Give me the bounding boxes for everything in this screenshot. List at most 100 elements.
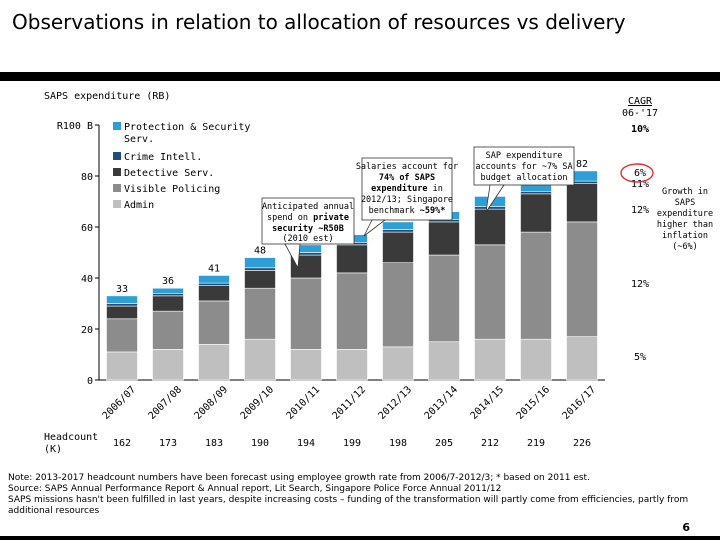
bar-segment [336,244,368,274]
bar-segment [566,183,598,223]
bar-segment [106,351,138,381]
bar-total-label: 48 [254,246,266,257]
legend-swatch [113,122,121,130]
bar-segment [474,208,506,246]
bar-segment [290,349,322,381]
bar-segment [244,257,276,269]
bar-segment [566,336,598,381]
y-tick-label: R100 B [57,121,93,132]
bar-segment [382,221,414,230]
growth-note-text: higher than [657,220,713,230]
headcount-value: 205 [435,438,453,449]
callout-text: 74% of SAPS [379,173,435,183]
cagr-header: 06-'17 [622,108,658,119]
legend-swatch [113,184,121,192]
cagr-value: 10% [631,124,649,135]
callout-text: accounts for ~7% SA [475,162,572,172]
bar-segment [198,343,230,381]
bar-segment [152,310,184,350]
callout-pointer [363,219,387,237]
bar-segment [382,262,414,348]
bar-segment [106,303,138,307]
footnote-line: Note: 2013-2017 headcount numbers have b… [8,473,590,483]
cagr-header: CAGR [628,96,653,107]
callout-pointer [485,184,505,213]
legend-label: Visible Policing [124,184,220,195]
bar-segment [244,267,276,271]
legend-swatch [113,200,121,208]
x-tick-label: 2014/15 [469,384,507,422]
bar-segment [198,282,230,286]
callout-text: Anticipated annual [262,202,354,212]
cagr-value: 5% [634,352,646,363]
headcount-value: 183 [205,438,223,449]
legend-swatch [113,152,121,160]
bar-segment [106,318,138,353]
bar-segment [382,231,414,264]
x-tick-label: 2008/09 [193,384,231,422]
headcount-value: 226 [573,438,591,449]
callout-salaries [361,157,453,221]
x-tick-label: 2013/14 [423,384,461,422]
bar-segment [244,287,276,340]
x-tick-label: 2016/17 [561,384,599,422]
callout-text: budget allocation [481,173,568,183]
headcount-value: 173 [159,438,177,449]
legend-label: Crime Intell. [124,152,202,163]
bar-total-label: 41 [208,263,220,274]
growth-note-text: SAPS [675,198,695,208]
headcount-value: 194 [297,438,315,449]
chart-title: SAPS expenditure (RB) [44,91,170,102]
bar-segment [244,338,276,381]
bar-segment [244,270,276,289]
growth-note-text: expenditure [657,209,713,219]
cagr-value: 12% [631,205,649,216]
bar-total-label: 36 [162,276,174,287]
bar-segment [520,193,552,233]
bar-total-label: 33 [116,284,128,295]
callout-pointer [284,243,301,270]
cagr-value: 12% [631,279,649,290]
headcount-value: 198 [389,438,407,449]
bar-segment [198,275,230,284]
growth-note-text: Growth in [662,187,708,197]
callout-text: security ~R50B [272,223,344,234]
footer-divider-bar [0,536,720,540]
x-tick-label: 2010/11 [285,384,323,422]
page-title: Observations in relation to allocation o… [12,10,626,34]
x-tick-label: 2012/13 [377,384,415,422]
footnote-line: Source: SAPS Annual Performance Report &… [8,484,502,494]
bar-segment [474,338,506,381]
bar-segment [520,231,552,340]
callout-anticipated [261,197,355,245]
headcount-label: (K) [44,444,62,455]
bar-segment [152,292,184,297]
callout-text: (2010 est) [282,234,333,244]
headcount-value: 212 [481,438,499,449]
x-tick-label: 2006/07 [101,384,139,422]
bar-segment [474,206,506,210]
bar-segment [106,305,138,320]
bar-segment [106,295,138,304]
x-tick-label: 2011/12 [331,384,369,422]
headcount-value: 199 [343,438,361,449]
y-tick-label: 40 [81,274,93,285]
highlight-circle [620,163,654,183]
headcount-value: 162 [113,438,131,449]
callout-text: spend on private [267,212,349,223]
headcount-label: Headcount [44,432,98,443]
legend-label: Detective Serv. [124,168,214,179]
callout-text: benchmark ~59%* [369,206,446,216]
bar-segment [428,221,460,256]
legend-label: Serv. [124,134,154,145]
expenditure-chart: SAPS expenditure (RB) 0 20 40 60 80 R100 B 33… [44,91,713,455]
bar-segment [520,191,552,195]
callout-text: expenditure in [371,183,443,194]
header-divider-bar [0,72,720,81]
growth-note-text: inflation [662,231,708,241]
y-tick-label: 60 [81,223,93,234]
headcount-value: 190 [251,438,269,449]
bar-segment [474,244,506,340]
x-tick-label: 2007/08 [147,384,185,422]
bar-segment [566,221,598,337]
